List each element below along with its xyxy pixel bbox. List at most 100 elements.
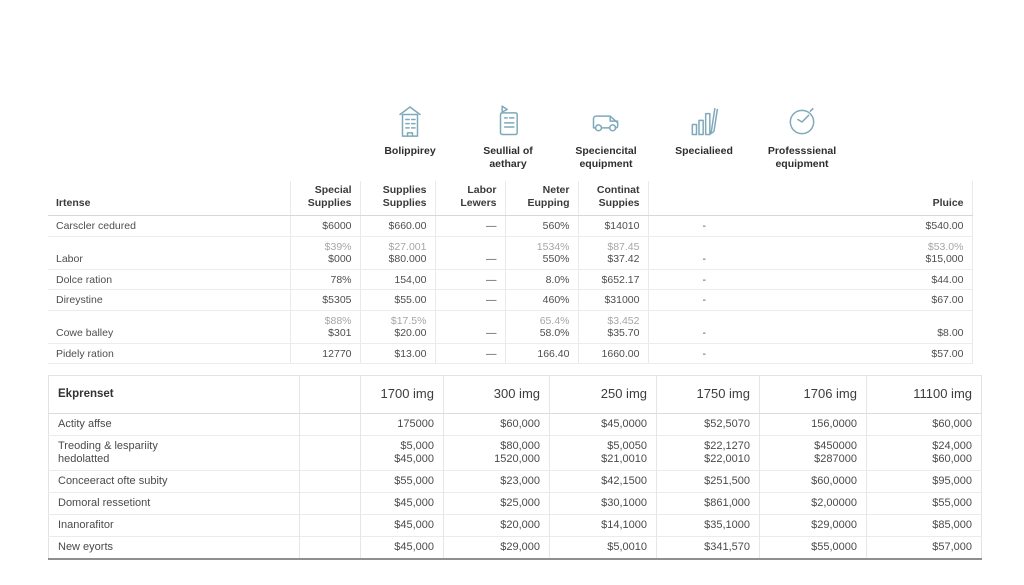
building-icon [399, 106, 421, 137]
supplies-table-header: Irtense Special Supplies Supplies Supplies La… [48, 181, 973, 216]
icon-label: Seullial of aethary [483, 145, 533, 170]
table-cell: $35,1000 [656, 513, 760, 536]
column-header: Continat Suppies [577, 181, 648, 216]
table-cell: $57.00 [760, 343, 973, 364]
table-cell: $85,000 [866, 513, 982, 536]
receipt-icon [499, 105, 518, 136]
table-cell: 8.0% [504, 269, 578, 290]
bar-chart-icon [691, 107, 719, 136]
row-label: Conceeract ofte subity [48, 469, 300, 492]
table-cell: - [647, 289, 760, 311]
table-cell: $45,000 [360, 513, 444, 536]
table-row: Domoral ressetiont $45,000 $25,000 $30,1000… [48, 491, 982, 514]
table-cell: $57,000 [866, 535, 982, 559]
table-cell: $45,000 [360, 491, 444, 514]
table-cell: $8.00 [760, 310, 973, 344]
table-cell: $42,1500 [549, 469, 657, 492]
table-cell: — [434, 236, 505, 270]
table-cell: $29,000 [443, 535, 550, 559]
table-cell: - [647, 215, 760, 237]
table-cell: $5305 [289, 289, 360, 311]
table-cell: $660.00 [359, 215, 435, 237]
table-cell: $540.00 [760, 215, 973, 237]
expense-table: Ekprenset 1700 img 300 img 250 img 1750 img 1… [48, 375, 982, 560]
table-cell: $55,0000 [759, 535, 867, 559]
column-header: Labor Lewers [434, 181, 505, 216]
table-cell: $60,0000 [759, 469, 867, 492]
table-cell: $14010 [577, 215, 648, 237]
table-cell: $44.00 [760, 269, 973, 290]
table-row: New eyorts $45,000 $29,000 $5,0010 $341,570 $… [48, 535, 982, 559]
table-cell: 560% [504, 215, 578, 237]
table-cell: $23,000 [443, 469, 550, 492]
column-header: Special Supplies [289, 181, 360, 216]
icon-strip: Bolippirey Seullial of aethary Specienci… [361, 102, 853, 170]
icon-item-van: Speciencital equipment [557, 102, 655, 170]
table-cell [299, 491, 361, 514]
table-cell: $27.001 $80.000 [359, 236, 435, 270]
table-cell: — [434, 215, 505, 237]
table-row: Treoding & lespariity hedolatted $5,000 $45… [48, 434, 982, 470]
table-cell: $67.00 [760, 289, 973, 311]
table-cell: - [647, 236, 760, 270]
table-cell: 12770 [289, 343, 360, 364]
row-label: Domoral ressetiont [48, 491, 300, 514]
column-header: Neter Eupping [504, 181, 578, 216]
table-cell: 65.4% 58.0% [504, 310, 578, 344]
table-cell: 175000 [360, 412, 444, 435]
table-cell: $251,500 [656, 469, 760, 492]
column-header: Irtense [48, 181, 290, 216]
table-cell: - [647, 343, 760, 364]
column-header: Ekprenset [48, 375, 300, 414]
table-cell: $25,000 [443, 491, 550, 514]
row-label: New eyorts [48, 535, 300, 559]
row-label: Cowe balley [48, 310, 290, 344]
table-cell: $5,0010 [549, 535, 657, 559]
table-cell [299, 513, 361, 536]
table-cell: $52,5070 [656, 412, 760, 435]
table-row: Direystine $5305 $55.00—460% $31000- $67.00 [48, 289, 973, 311]
supplies-table: Irtense Special Supplies Supplies Supplies La… [48, 181, 973, 364]
table-cell: $20,000 [443, 513, 550, 536]
table-cell: $55,000 [360, 469, 444, 492]
table-row: Conceeract ofte subity $55,000 $23,000 $42,… [48, 469, 982, 492]
table-row: Pidely ration 12770 $13.00—166.40 1660.00- $… [48, 343, 973, 364]
column-header [299, 375, 361, 414]
table-cell: $17.5% $20.00 [359, 310, 435, 344]
table-cell [299, 412, 361, 435]
table-cell: 78% [289, 269, 360, 290]
table-cell: $450000 $287000 [759, 434, 867, 470]
table-cell: $95,000 [866, 469, 982, 492]
table-cell: $2,00000 [759, 491, 867, 514]
table-cell: $45,000 [360, 535, 444, 559]
table-row: Cowe balley $88% $301 $17.5% $20.00—65.4% 58.… [48, 310, 973, 344]
table-cell: $6000 [289, 215, 360, 237]
column-header: Pluice [760, 181, 973, 216]
column-header: 1700 img [360, 375, 444, 414]
table-cell: $341,570 [656, 535, 760, 559]
table-cell: $80,000 1520,000 [443, 434, 550, 470]
icon-item-clock: Professsienal equipment [753, 102, 851, 170]
table-cell: $14,1000 [549, 513, 657, 536]
row-label: Actity affse [48, 412, 300, 435]
table-cell: — [434, 310, 505, 344]
icon-label: Bolippirey [384, 145, 436, 157]
icon-item-receipt: Seullial of aethary [459, 102, 557, 170]
table-cell [299, 535, 361, 559]
icon-label: Professsienal equipment [767, 145, 837, 170]
expense-table-body: Actity affse 175000 $60,000 $45,0000 $52,507… [48, 412, 982, 559]
table-cell: - [647, 269, 760, 290]
table-cell: $3.452 $35.70 [577, 310, 648, 344]
table-cell: — [434, 269, 505, 290]
table-row: Actity affse 175000 $60,000 $45,0000 $52,507… [48, 412, 982, 435]
table-cell: $31000 [577, 289, 648, 311]
row-label: Treoding & lespariity hedolatted [48, 434, 300, 470]
table-cell: 154,00 [359, 269, 435, 290]
table-cell: $45,0000 [549, 412, 657, 435]
table-cell: $88% $301 [289, 310, 360, 344]
table-cell [299, 469, 361, 492]
table-cell: $60,000 [443, 412, 550, 435]
table-row: Carscler cedured $6000 $660.00—560% $14010-… [48, 215, 973, 237]
icon-item-bar-chart: Specialieed [655, 102, 753, 170]
table-cell: $55.00 [359, 289, 435, 311]
